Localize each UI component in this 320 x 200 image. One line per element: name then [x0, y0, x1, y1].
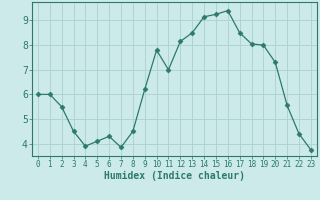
X-axis label: Humidex (Indice chaleur): Humidex (Indice chaleur) — [104, 171, 245, 181]
